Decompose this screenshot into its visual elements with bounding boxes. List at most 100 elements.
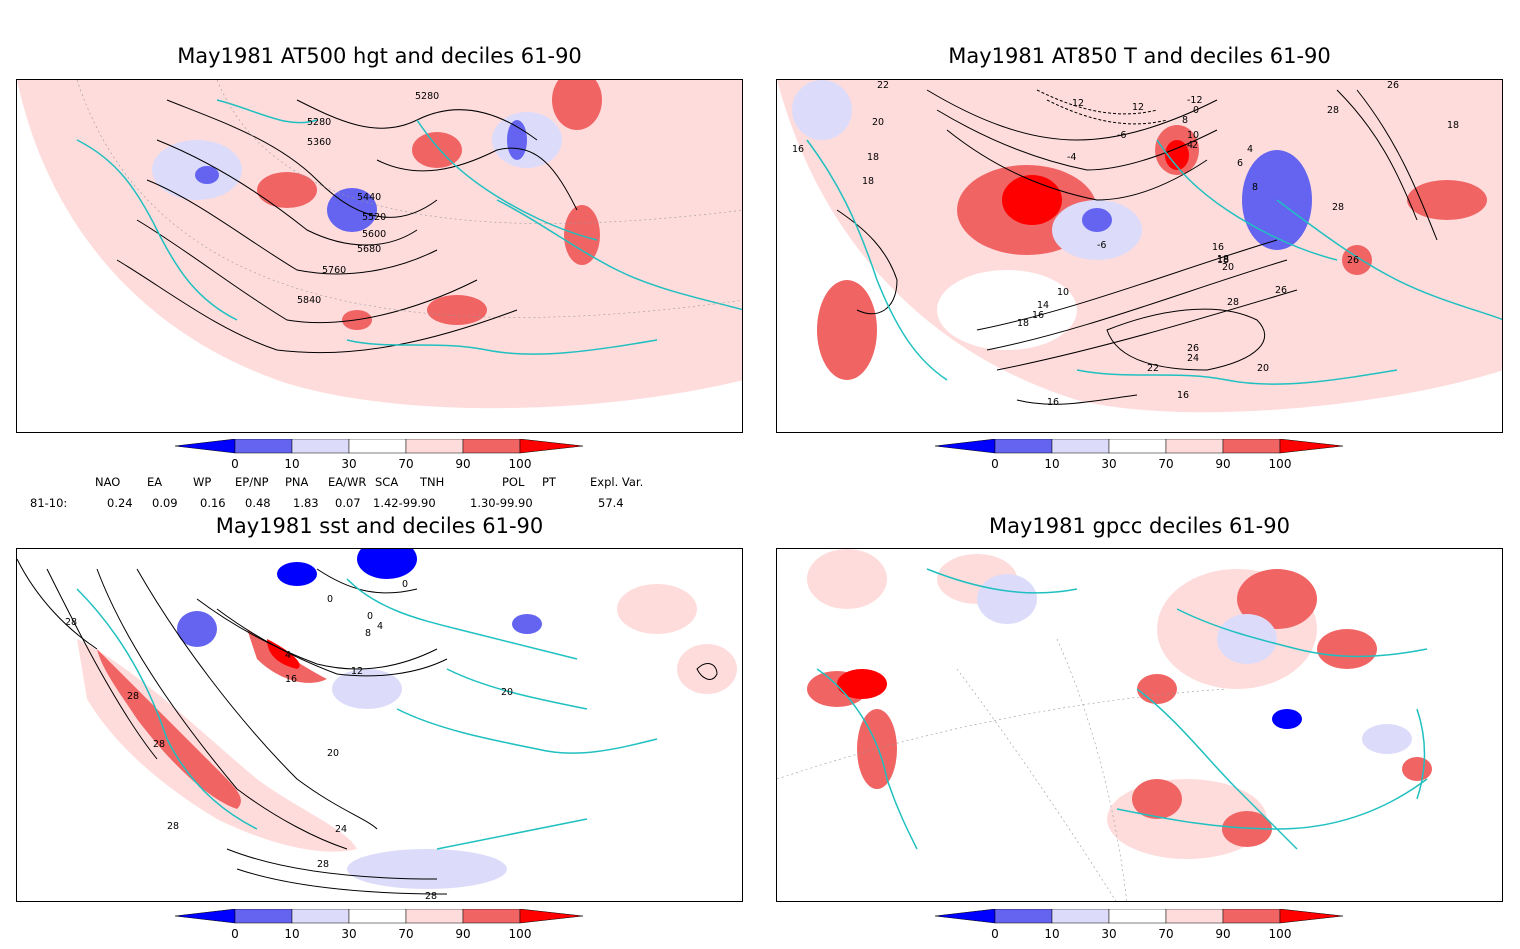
contour-label: 5760 [322, 265, 346, 276]
contour-label: 5840 [297, 295, 321, 306]
index-header: EP/NP [235, 475, 269, 489]
contour-label: 8 [365, 628, 371, 639]
contour-label: 20 [501, 687, 513, 698]
contour-label: 26 [1275, 285, 1287, 296]
colorbar-sst-swatches [174, 908, 584, 924]
index-value: 1.30-99.90 [470, 496, 533, 510]
index-header: PNA [285, 475, 309, 489]
contour-label: 16 [1032, 310, 1044, 321]
contour-label: -4 [1067, 152, 1076, 163]
contour-label: 26 [1187, 343, 1199, 354]
contour-label: 5680 [357, 244, 381, 255]
index-row-label: 81-10: [30, 496, 68, 510]
contour-label: 18 [867, 152, 879, 163]
colorbar-at500: 0 10 30 70 90 100 [174, 438, 595, 479]
colorbar-tick: 30 [1101, 457, 1117, 471]
colorbar-tick: 0 [991, 457, 999, 471]
contour-label: 4 [1247, 144, 1253, 155]
gpcc-map [777, 549, 1502, 901]
index-header: WP [193, 475, 212, 489]
contour-label: 28 [167, 821, 179, 832]
index-header: SCA [375, 475, 399, 489]
colorbar-tick: 100 [508, 927, 532, 941]
colorbar-tick: 10 [284, 457, 300, 471]
contour-label: 5520 [362, 212, 386, 223]
contour-label: 24 [335, 824, 347, 835]
contour-label: 5360 [307, 137, 331, 148]
panel-title-sst: May1981 sst and deciles 61-90 [215, 514, 544, 538]
colorbar-tick: 90 [455, 927, 471, 941]
colorbar-at500-swatches [174, 438, 584, 454]
contour-label: 18 [1017, 318, 1029, 329]
contour-label: 26 [1387, 80, 1399, 91]
index-header: POL [502, 475, 525, 489]
contour-label: 0 [367, 611, 373, 622]
index-value: 0.07 [335, 496, 361, 510]
contour-label: 8 [1252, 182, 1258, 193]
contour-label: 4 [1187, 140, 1193, 151]
contour-label: 0 [402, 579, 408, 590]
colorbar-tick: 90 [455, 457, 471, 471]
colorbar-tick: 0 [231, 927, 239, 941]
contour-label: 16 [285, 674, 297, 685]
colorbar-tick: 70 [1158, 457, 1174, 471]
contour-label: 28 [317, 859, 329, 870]
at500-contour-labels: 5280 5280 5360 5440 5520 5600 5680 5760 … [297, 91, 439, 306]
map-panel-sst: 28 28 28 0 0 0 4 8 4 12 16 20 20 24 28 2… [16, 548, 743, 902]
colorbar-tick: 90 [1215, 927, 1231, 941]
contour-label: 5600 [362, 229, 386, 240]
contour-label: 20 [1257, 363, 1269, 374]
index-value: 57.4 [598, 496, 624, 510]
colorbar-tick: 10 [284, 927, 300, 941]
at850-map: 22 20 16 18 18 12 12 -12 0 8 10 -6 4 -4 … [777, 80, 1502, 413]
contour-label: 18 [1217, 254, 1229, 265]
index-header: EA [147, 475, 163, 489]
contour-label: 16 [792, 144, 804, 155]
contour-label: 6 [1237, 158, 1243, 169]
contour-label: 14 [1037, 300, 1049, 311]
contour-label: 10 [1187, 130, 1199, 141]
contour-label: 28 [1332, 202, 1344, 213]
contour-label: -6 [1117, 130, 1126, 141]
index-value: 0.16 [200, 496, 226, 510]
contour-label: 4 [285, 650, 291, 661]
contour-label: 20 [327, 748, 339, 759]
colorbar-tick: 30 [1101, 927, 1117, 941]
contour-label: 0 [1193, 105, 1199, 116]
colorbar-at850-swatches [934, 438, 1344, 454]
index-value: 0.24 [107, 496, 133, 510]
contour-label: -6 [1097, 240, 1106, 251]
panel-title-at500: May1981 AT500 hgt and deciles 61-90 [177, 44, 582, 68]
contour-label: 12 [1132, 102, 1144, 113]
index-value: 1.42-99.90 [373, 496, 436, 510]
panel-title-at850: May1981 AT850 T and deciles 61-90 [948, 44, 1331, 68]
contour-label: 5440 [357, 192, 381, 203]
contour-label: 4 [377, 621, 383, 632]
index-value: 0.09 [152, 496, 178, 510]
colorbar-gpcc-swatches [934, 908, 1344, 924]
index-header: EA/WR [328, 475, 367, 489]
contour-label: 12 [351, 666, 363, 677]
contour-label: 28 [425, 891, 437, 902]
at500-map: 5280 5280 5360 5440 5520 5600 5680 5760 … [17, 80, 742, 432]
contour-label: 26 [1347, 255, 1359, 266]
contour-label: 28 [65, 617, 77, 628]
contour-label: 18 [1447, 120, 1459, 131]
contour-label: 0 [327, 594, 333, 605]
colorbar-tick: 100 [508, 457, 532, 471]
contour-label: 5280 [415, 91, 439, 102]
index-header: PT [542, 475, 556, 489]
index-header: Expl. Var. [590, 475, 644, 489]
map-panel-gpcc [776, 548, 1503, 902]
contour-label: 2 [1192, 140, 1198, 151]
colorbar-gpcc: 0 10 30 70 90 100 [934, 908, 1355, 949]
contour-label: 10 [1057, 287, 1069, 298]
coastlines [76, 578, 658, 850]
index-header: TNH [420, 475, 445, 489]
contour-label: 22 [1147, 363, 1159, 374]
contour-label: 5280 [307, 117, 331, 128]
contour-label: 28 [153, 739, 165, 750]
contour-label: 12 [1072, 98, 1084, 109]
index-header: NAO [95, 475, 121, 489]
contour-label: 8 [1182, 115, 1188, 126]
